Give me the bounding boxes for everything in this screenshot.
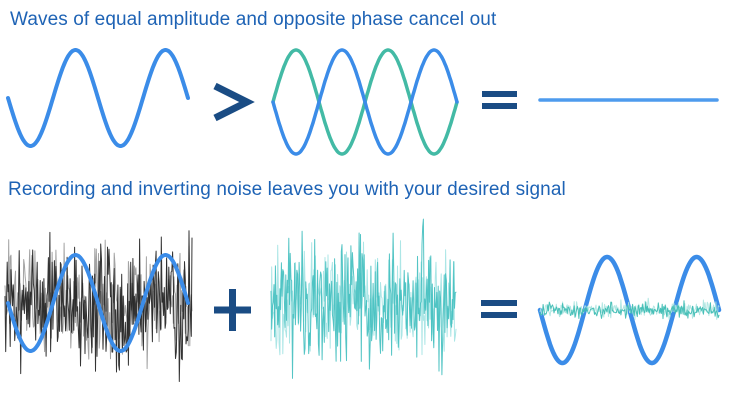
residual-noise-light <box>539 297 720 321</box>
greater-than-symbol <box>213 82 255 122</box>
heading-noise-inversion: Recording and inverting noise leaves you… <box>8 179 566 200</box>
plus-symbol-vbar <box>229 289 236 331</box>
equals-symbol-bottom-bar1 <box>481 300 517 306</box>
inverted-noise-main <box>270 218 457 379</box>
residual-noise-main <box>539 300 720 320</box>
equals-symbol-top-bar2 <box>482 103 517 109</box>
equals-symbol-top-bar1 <box>482 91 517 97</box>
noisy-signal-sine-wave <box>6 253 190 353</box>
heading-wave-cancellation: Waves of equal amplitude and opposite ph… <box>10 9 497 30</box>
equals-symbol-bottom-bar2 <box>481 312 517 318</box>
single-sine-wave <box>6 48 190 148</box>
signal-noise-black <box>4 230 193 382</box>
opposite-phase-wave-blue <box>271 48 459 156</box>
